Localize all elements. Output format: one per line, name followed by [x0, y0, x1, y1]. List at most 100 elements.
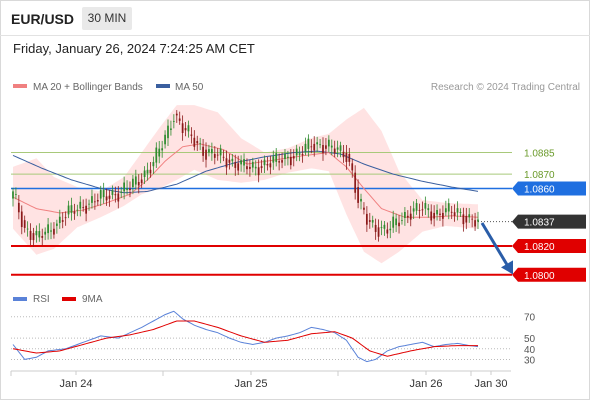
candle-body	[108, 195, 111, 199]
candle	[287, 150, 289, 166]
candle	[82, 199, 85, 212]
candle	[76, 204, 79, 217]
candle-body	[287, 156, 289, 158]
candle-body	[243, 159, 245, 166]
legend-rsi-swatch	[13, 297, 27, 301]
candle	[61, 212, 64, 229]
candle-body	[32, 233, 35, 241]
candle-body	[351, 163, 354, 171]
candle-body	[216, 154, 219, 156]
candle	[17, 195, 20, 220]
candle-body	[404, 212, 406, 218]
candle-body	[246, 166, 248, 170]
candle	[295, 144, 298, 162]
candle	[73, 203, 76, 220]
candle-body	[383, 224, 386, 229]
candle	[363, 202, 365, 215]
candle-body	[181, 123, 184, 133]
candle	[392, 210, 395, 233]
candle	[254, 160, 257, 176]
ma20-line	[12, 143, 479, 218]
candle	[243, 153, 245, 173]
level-label-2: 1.0860	[524, 185, 555, 196]
candle-body	[374, 224, 377, 232]
candle	[146, 162, 149, 181]
candle-body	[20, 211, 23, 228]
candle	[41, 228, 44, 246]
level-label-4: 1.0820	[524, 242, 555, 253]
candle	[32, 227, 35, 247]
candle-body	[401, 220, 403, 221]
candle-body	[304, 143, 307, 152]
timeframe-badge[interactable]: 30 MIN	[82, 7, 132, 30]
candle	[257, 159, 260, 183]
candle-body	[436, 210, 438, 215]
candle	[325, 137, 327, 156]
candle-body	[199, 143, 202, 145]
candle-body	[172, 120, 175, 122]
candle-body	[316, 142, 319, 145]
candle-body	[272, 156, 275, 163]
candle-body	[310, 146, 313, 148]
candle	[152, 156, 155, 175]
candle	[421, 201, 424, 217]
candle	[404, 207, 406, 226]
candle	[424, 196, 427, 216]
candle	[126, 180, 128, 195]
candle-body	[289, 156, 292, 166]
candle	[216, 148, 219, 161]
candle	[313, 136, 316, 157]
candle-body	[205, 149, 207, 160]
level-tag-5	[512, 267, 586, 282]
candle-body	[137, 182, 140, 186]
candle-body	[365, 213, 368, 225]
rsi-series	[12, 310, 479, 363]
candle-body	[339, 145, 342, 151]
candle-body	[96, 200, 99, 202]
candle	[398, 215, 400, 234]
candle	[123, 176, 125, 200]
candle-body	[433, 212, 435, 219]
candle	[149, 162, 152, 178]
candle	[184, 122, 187, 137]
candle	[477, 211, 479, 229]
candle-body	[120, 191, 123, 193]
candle-body	[345, 152, 348, 162]
candle-body	[424, 202, 427, 209]
candle-body	[41, 235, 44, 238]
x-tick-label: Jan 30	[474, 378, 507, 390]
legend-rsi-label: RSI	[33, 294, 50, 305]
candle	[219, 144, 222, 164]
candle-body	[409, 213, 412, 220]
forecast-head	[501, 260, 513, 275]
candle	[94, 193, 96, 210]
candle	[193, 130, 196, 151]
candle-body	[50, 230, 52, 232]
candle-body	[468, 214, 471, 218]
candle-body	[167, 125, 169, 139]
candle	[251, 157, 254, 173]
candle	[187, 120, 190, 138]
candle	[249, 159, 251, 177]
datetime-label: Friday, January 26, 2024 7:24:25 AM CET	[13, 41, 255, 56]
candle-body	[161, 148, 164, 151]
candle-body	[111, 190, 114, 195]
x-tick-label: Jan 26	[409, 378, 442, 390]
candle	[225, 150, 228, 175]
candle-body	[231, 158, 234, 162]
candle	[175, 110, 178, 123]
candle-body	[251, 161, 254, 168]
candle	[15, 187, 17, 200]
candle	[292, 149, 295, 167]
candle	[228, 153, 231, 170]
candle-body	[38, 231, 41, 238]
candle	[444, 200, 447, 216]
candle	[111, 185, 114, 200]
candle	[246, 158, 248, 175]
candle	[155, 142, 158, 168]
candle	[158, 140, 161, 164]
candle-body	[149, 169, 152, 174]
candle-body	[278, 161, 280, 163]
level-label-3: 1.0837	[524, 218, 555, 229]
candle	[67, 200, 70, 219]
